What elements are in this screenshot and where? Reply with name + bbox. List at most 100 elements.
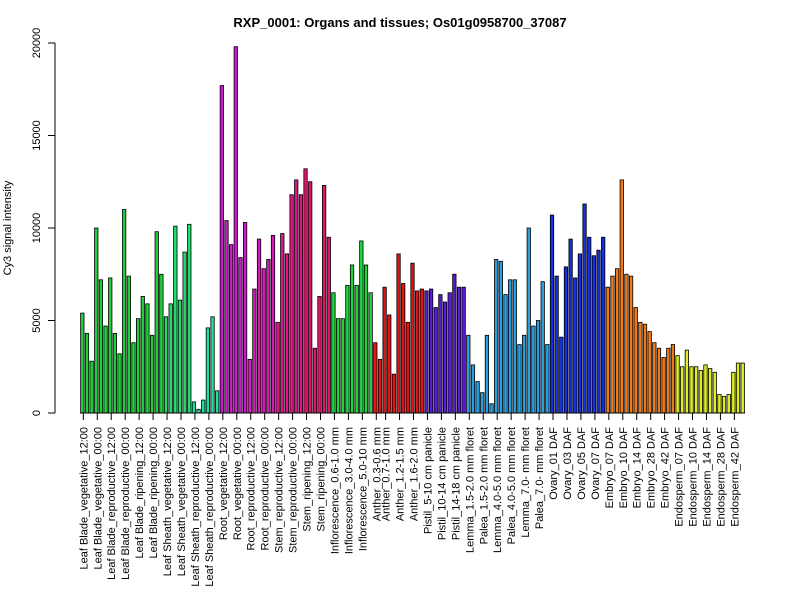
- x-tick-label: Palea_4.0-5.0 mm floret: [506, 427, 518, 544]
- x-tick-label: Ovary_01 DAF: [548, 427, 560, 500]
- y-tick-label: 5000: [31, 308, 43, 332]
- bar: [740, 362, 745, 414]
- bar: [661, 357, 666, 414]
- x-tick-label: Embryo_14 DAF: [632, 427, 644, 509]
- bar: [563, 266, 569, 414]
- bar: [405, 321, 410, 414]
- bar: [326, 236, 331, 414]
- bar: [335, 318, 341, 414]
- bars-group: [80, 46, 745, 414]
- bar: [284, 253, 290, 414]
- bar: [554, 275, 559, 414]
- bar: [182, 251, 187, 414]
- bar: [470, 364, 476, 414]
- x-tick-label: Endosperm_28 DAF: [715, 427, 727, 527]
- bar: [610, 275, 615, 414]
- x-tick-label: Inflorescence_5.0-10 mm: [357, 427, 369, 551]
- bar: [638, 321, 643, 414]
- x-tick-label: Endosperm_42 DAF: [729, 427, 741, 527]
- bar: [359, 240, 364, 414]
- bar: [289, 194, 294, 414]
- bar: [656, 347, 662, 414]
- bar: [712, 371, 717, 414]
- x-tick-label: Anther_1.2-1.5 mm: [395, 427, 407, 521]
- bar: [154, 231, 159, 414]
- bar: [596, 249, 601, 414]
- bar: [442, 301, 448, 414]
- x-tick-label: Lemma_4.0-5.0 mm floret: [492, 427, 504, 553]
- bar: [689, 366, 694, 414]
- bar: [229, 244, 234, 414]
- bar: [615, 268, 620, 414]
- bar: [498, 260, 503, 414]
- bar: [461, 286, 466, 414]
- x-tick-label: Stem_reproductive_12:00: [274, 427, 286, 553]
- bar: [205, 327, 210, 414]
- bar: [382, 286, 387, 414]
- bar: [531, 325, 536, 414]
- bar: [177, 299, 183, 414]
- bar: [261, 268, 266, 414]
- bar: [242, 222, 248, 414]
- bar: [717, 394, 722, 414]
- bar: [419, 288, 424, 414]
- bar: [721, 395, 727, 414]
- chart-title: RXP_0001: Organs and tissues; Os01g09587…: [233, 15, 566, 30]
- bar: [619, 179, 624, 414]
- bar: [108, 277, 113, 414]
- bar: [731, 371, 736, 414]
- bar: [349, 264, 355, 414]
- x-tick-label: Ovary_03 DAF: [562, 427, 574, 500]
- bar: [642, 323, 648, 414]
- bar: [187, 223, 192, 414]
- bar: [98, 279, 104, 414]
- bar: [317, 296, 322, 414]
- bar: [666, 347, 671, 414]
- bar: [275, 321, 280, 414]
- x-tick-label: Leaf Blade_vegetative_12:00: [78, 427, 90, 570]
- bar: [266, 259, 271, 414]
- bar: [735, 362, 741, 414]
- bar: [173, 225, 178, 414]
- x-tick-label: Inflorescence_0.6-1.0 mm: [329, 427, 341, 554]
- bar: [191, 401, 197, 414]
- x-tick-label: Lemma_7.0- mm floret: [520, 427, 532, 538]
- x-tick-label: Stem_reproductive_00:00: [288, 427, 300, 553]
- x-tick-label: Anther_0.7-1.0 mm: [381, 427, 393, 521]
- bar: [224, 220, 229, 414]
- x-tick-label: Anther_1.6-2.0 mm: [409, 427, 421, 521]
- bar: [252, 288, 257, 414]
- bar: [391, 373, 397, 414]
- bar: [517, 344, 522, 414]
- x-tick-label: Leaf Blade_ripening_00:00: [148, 427, 160, 559]
- bar: [605, 286, 610, 414]
- bar: [698, 370, 703, 414]
- bar: [480, 392, 485, 414]
- bar: [149, 334, 155, 414]
- bar: [140, 296, 145, 414]
- bar: [247, 358, 252, 414]
- x-tick-label: Embryo_07 DAF: [604, 427, 616, 509]
- bar: [303, 168, 308, 414]
- bar: [387, 314, 392, 414]
- x-tick-label: Inflorescence_3.0-4.0 mm: [343, 427, 355, 554]
- x-tick-label: Anther_0.3-0.6 mm: [371, 427, 383, 521]
- bar: [233, 46, 238, 414]
- bar: [670, 344, 676, 414]
- x-tick-label: Embryo_10 DAF: [618, 427, 630, 509]
- x-tick-label: Endosperm_14 DAF: [701, 427, 713, 527]
- bar: [89, 360, 94, 414]
- bar: [512, 279, 517, 414]
- bar: [136, 318, 141, 414]
- x-tick-label: Pistil_10-14 cm panicle: [436, 427, 448, 540]
- bar: [256, 238, 262, 414]
- bar: [340, 318, 345, 414]
- bar: [363, 264, 369, 414]
- bar: [368, 292, 373, 414]
- bar: [694, 366, 699, 414]
- bar: [526, 227, 531, 414]
- bar: [215, 390, 220, 414]
- bar: [494, 259, 499, 414]
- x-tick-label: Leaf Blade_reproductive_00:00: [120, 427, 132, 580]
- bar: [628, 275, 634, 414]
